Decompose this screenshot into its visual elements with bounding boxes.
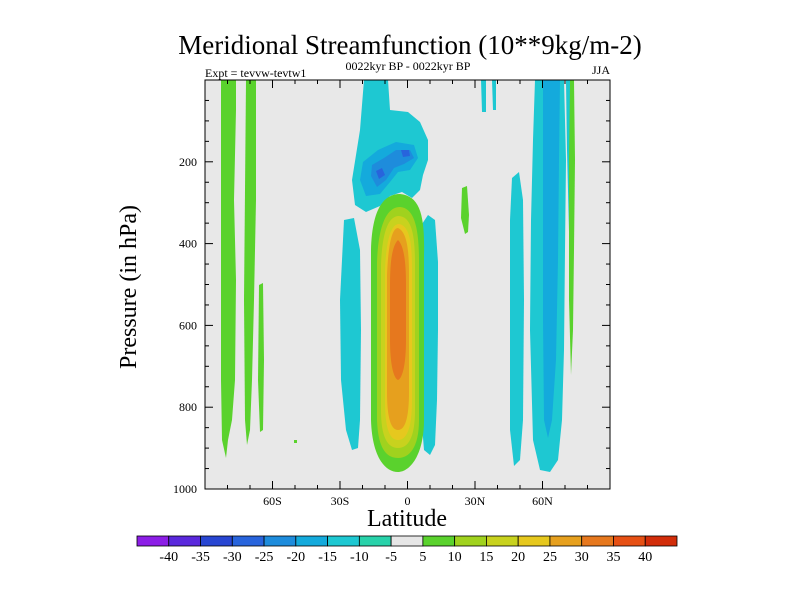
- season-label: JJA: [592, 63, 610, 77]
- x-tick-label: 60N: [532, 494, 553, 508]
- contour-core-pos: [390, 240, 406, 380]
- x-tick-label: 0: [405, 494, 411, 508]
- contour-band-pos: [244, 80, 256, 445]
- y-tick-label: 400: [179, 237, 197, 251]
- colorbar-label: 20: [511, 550, 525, 565]
- contour-band-neg2: [543, 80, 560, 438]
- contour-band-neg: [340, 218, 361, 450]
- time-range-label: 0022kyr BP - 0022kyr BP: [346, 59, 471, 73]
- colorbar-label: 15: [479, 550, 493, 565]
- y-tick-label: 800: [179, 400, 197, 414]
- colorbar-label: 25: [543, 550, 557, 565]
- colorbar-swatch: [517, 535, 551, 547]
- y-tick-label: 200: [179, 155, 197, 169]
- colorbar-swatch: [168, 535, 201, 547]
- colorbar-swatch: [486, 535, 519, 547]
- contour-band-neg: [481, 80, 486, 112]
- axis-tick-labels: 60S 30S 0 30N 60N 200 400 600 800 1000: [173, 155, 553, 508]
- experiment-label: Expt = tevvw-tevtw1: [205, 66, 306, 80]
- contour-fills: [221, 80, 575, 472]
- colorbar-label: -5: [385, 550, 397, 565]
- y-tick-label: 1000: [173, 482, 197, 496]
- axis-ticks: [205, 80, 610, 490]
- x-tick-label: 60S: [263, 494, 282, 508]
- colorbar-swatch: [581, 535, 614, 547]
- y-axis-label: Pressure (in hPa): [116, 205, 142, 369]
- colorbar-swatch: [454, 535, 487, 547]
- colorbar-swatch: [390, 535, 424, 547]
- colorbar-swatch: [644, 535, 678, 547]
- colorbar-label: -15: [318, 550, 337, 565]
- colorbar-swatch: [422, 535, 456, 547]
- colorbar-label: -40: [159, 550, 178, 565]
- colorbar-swatch: [327, 535, 360, 547]
- colorbar-label: 5: [419, 550, 426, 565]
- colorbar: -40 -35 -30 -25 -20 -15 -10 -5 5 10 15 20 25 30 35 40: [136, 535, 678, 565]
- contour-band-pos: [221, 80, 236, 458]
- colorbar-label: 10: [448, 550, 462, 565]
- contour-core-neg: [371, 150, 414, 187]
- contour-band-pos: [258, 283, 264, 432]
- colorbar-label: -25: [255, 550, 274, 565]
- contour-band-neg: [510, 172, 524, 466]
- contour-band-neg: [492, 80, 496, 110]
- contour-dot: [294, 440, 297, 443]
- colorbar-label: 40: [638, 550, 652, 565]
- colorbar-label: -30: [223, 550, 242, 565]
- colorbar-swatch: [136, 535, 170, 547]
- contour-band-pos: [569, 80, 575, 375]
- x-tick-label: 30N: [465, 494, 486, 508]
- colorbar-swatch: [549, 535, 583, 547]
- colorbar-label: 35: [606, 550, 620, 565]
- colorbar-label: -10: [350, 550, 369, 565]
- plot-area: 60S 30S 0 30N 60N 200 400 600 800 1000: [173, 79, 611, 508]
- colorbar-swatch: [200, 535, 233, 547]
- colorbar-swatch: [231, 535, 265, 547]
- colorbar-swatch: [263, 535, 297, 547]
- colorbar-swatch: [358, 535, 392, 547]
- chart-title: Meridional Streamfunction (10**9kg/m-2): [178, 30, 641, 60]
- contour-band-pos: [461, 186, 469, 234]
- colorbar-label: -20: [286, 550, 305, 565]
- colorbar-label: -35: [191, 550, 210, 565]
- contour-core-neg: [376, 168, 385, 179]
- x-tick-label: 30S: [331, 494, 350, 508]
- x-axis-label: Latitude: [367, 506, 447, 532]
- contour-core-neg: [401, 150, 410, 157]
- colorbar-swatch: [295, 535, 328, 547]
- colorbar-label: 30: [575, 550, 589, 565]
- colorbar-swatch: [613, 535, 646, 547]
- y-tick-label: 600: [179, 318, 197, 332]
